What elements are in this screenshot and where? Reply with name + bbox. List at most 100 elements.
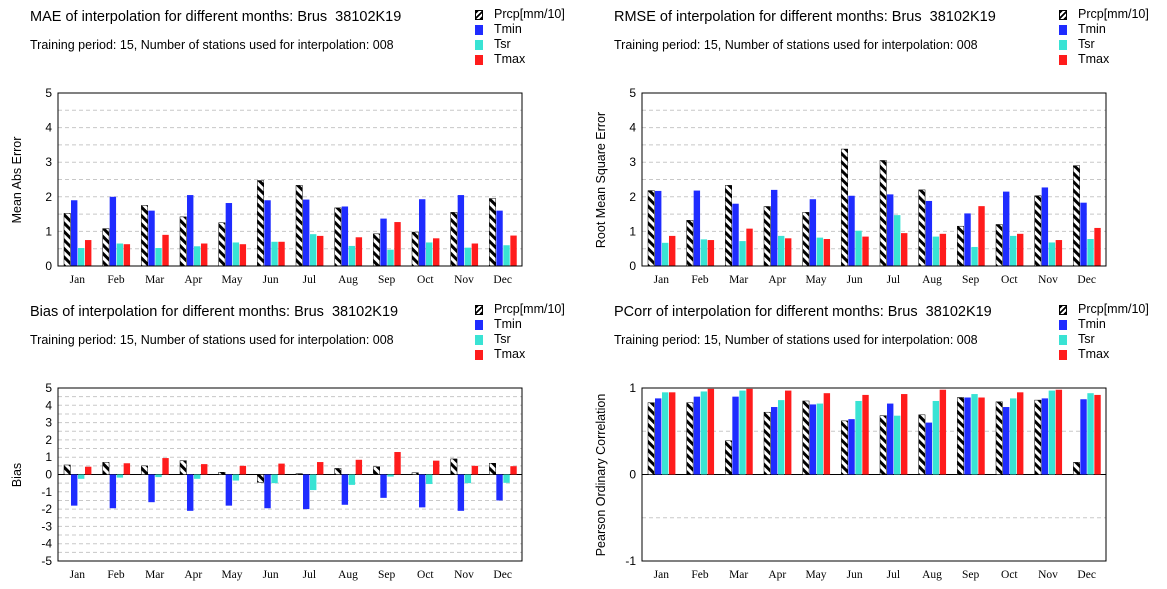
bias-xtick: Dec	[493, 569, 512, 581]
mae-legend-label-tmax: Tmax	[494, 52, 526, 66]
mae-bar-tmin	[109, 196, 117, 266]
mae-bar-tmin	[264, 200, 271, 266]
bias-bar-prcp	[218, 472, 226, 475]
pcorr-bar-tmax	[1094, 394, 1101, 475]
bias-ytick: -2	[41, 502, 52, 516]
bias-bar-tsr	[464, 474, 472, 484]
mae-legend-item-tmin: Tmin	[475, 22, 565, 37]
rmse-xtick: Mar	[729, 274, 748, 286]
bias-bar-tsr	[426, 474, 433, 485]
pcorr-xtick: Sep	[962, 569, 980, 581]
rmse-bar-tmin	[732, 203, 739, 266]
mae-xtick: Oct	[417, 274, 434, 286]
bias-panel: -5 -4 -3 -2 -1 0 1 2 3 4 5 Jan Feb Mar Apr May Jun Jul Aug…	[0, 295, 583, 589]
mae-xtick: Sep	[378, 274, 396, 286]
pcorr-bar-tmax	[978, 397, 985, 475]
rmse-bar-tmin	[848, 195, 855, 266]
rmse-bar-prcp	[918, 189, 926, 267]
bias-xtick: Jul	[303, 569, 316, 581]
mae-subtitle: Training period: 15, Number of stations …	[30, 38, 394, 52]
bias-ytick: 4	[45, 398, 52, 412]
mae-bar-tsr	[78, 248, 85, 266]
mae-xtick: Feb	[107, 274, 125, 286]
mae-bar-tmin	[496, 210, 503, 266]
rmse-bar-tmin	[1041, 187, 1049, 266]
rmse-bar-tmin	[693, 190, 701, 266]
rmse-bar-tsr	[1010, 235, 1017, 266]
rmse-bar-tmax	[1094, 227, 1101, 266]
rmse-xtick: Jun	[847, 274, 863, 286]
mae-ytick: 5	[45, 86, 52, 100]
mae-bar-tmax	[394, 222, 401, 266]
bias-bar-tsr	[155, 474, 162, 478]
bias-bar-tmax	[471, 465, 479, 475]
pcorr-legend-label-tsr: Tsr	[1078, 332, 1095, 346]
bias-bar-tmin	[225, 474, 233, 506]
pcorr-bar-tsr	[855, 400, 862, 475]
pcorr-bar-tmax	[901, 394, 908, 475]
rmse-bar-tsr	[971, 246, 978, 266]
bias-legend-item-tmax: Tmax	[475, 347, 565, 362]
bias-bar-tmin	[457, 474, 465, 511]
bias-bar-prcp	[295, 473, 303, 475]
pcorr-bar-tmin	[964, 397, 971, 475]
mae-xtick: Nov	[454, 274, 474, 286]
pcorr-bar-tmin	[925, 422, 933, 475]
bias-bar-tmin	[109, 474, 117, 509]
rmse-ytick: 0	[629, 259, 636, 273]
rmse-bar-tmax	[746, 228, 753, 266]
mae-bar-tmin	[341, 206, 349, 266]
rmse-legend-label-tmin: Tmin	[1078, 22, 1106, 36]
pcorr-xtick: Jan	[654, 569, 670, 581]
rmse-bar-tmax	[1017, 233, 1024, 266]
pcorr-ytick: -1	[625, 554, 636, 568]
bias-bar-tmin	[187, 474, 194, 511]
rmse-bar-tmax	[707, 240, 715, 266]
bias-bar-prcp	[141, 465, 148, 475]
bias-xtick: Sep	[378, 569, 396, 581]
bias-xtick: Jun	[263, 569, 279, 581]
rmse-bar-prcp	[879, 160, 887, 267]
mae-bar-prcp	[450, 212, 458, 267]
pcorr-bar-tsr	[894, 415, 901, 475]
pcorr-ytick: 1	[629, 381, 636, 395]
mae-bar-tmin	[225, 203, 233, 266]
mae-bar-tmax	[201, 243, 208, 266]
rmse-legend-swatch-tmin	[1059, 24, 1067, 35]
mae-ytick: 2	[45, 190, 52, 204]
pcorr-bar-tmax	[669, 392, 676, 475]
pcorr-bar-tmax	[1055, 389, 1063, 475]
bias-legend-item-tmin: Tmin	[475, 317, 565, 332]
bias-xtick: May	[221, 569, 242, 581]
bias-bar-tsr	[503, 474, 510, 483]
mae-xtick: Apr	[184, 274, 202, 286]
rmse-xtick: Nov	[1038, 274, 1058, 286]
rmse-bar-tmax	[823, 239, 831, 266]
pcorr-legend-item-tmin: Tmin	[1059, 317, 1149, 332]
pcorr-bar-tsr	[816, 403, 824, 475]
rmse-legend-item-tsr: Tsr	[1059, 37, 1149, 52]
pcorr-bar-tmax	[939, 389, 947, 475]
rmse-bar-tsr	[700, 239, 708, 266]
pcorr-bar-tmin	[887, 403, 894, 475]
rmse-bar-tmax	[669, 235, 676, 266]
mae-legend-swatch-prcp	[475, 9, 483, 20]
rmse-subtitle: Training period: 15, Number of stations …	[614, 38, 978, 52]
mae-chart: 0 1 2 3 4 5 Jan Feb Mar Apr May Jun Jul Aug Sep Oct Nov D…	[45, 86, 523, 286]
rmse-bar-tmin	[925, 200, 933, 266]
bias-xtick: Nov	[454, 569, 474, 581]
rmse-bar-prcp	[841, 148, 848, 267]
rmse-bar-tsr	[816, 237, 824, 266]
pcorr-legend-item-tmax: Tmax	[1059, 347, 1149, 362]
pcorr-xtick: Nov	[1038, 569, 1058, 581]
bias-bar-tmax	[201, 464, 208, 475]
bias-ytick: -5	[41, 554, 52, 568]
bias-ytick: 5	[45, 381, 52, 395]
bias-bar-prcp	[450, 458, 458, 475]
mae-xtick: Jan	[70, 274, 86, 286]
mae-xtick: Dec	[493, 274, 512, 286]
mae-bar-tsr	[387, 249, 394, 266]
mae-bar-tmin	[303, 199, 310, 266]
bias-bar-tsr	[116, 474, 124, 478]
rmse-panel: 0 1 2 3 4 5 Jan Feb Mar Apr May Jun Jul Aug Sep Oct Nov D…	[584, 0, 1167, 294]
